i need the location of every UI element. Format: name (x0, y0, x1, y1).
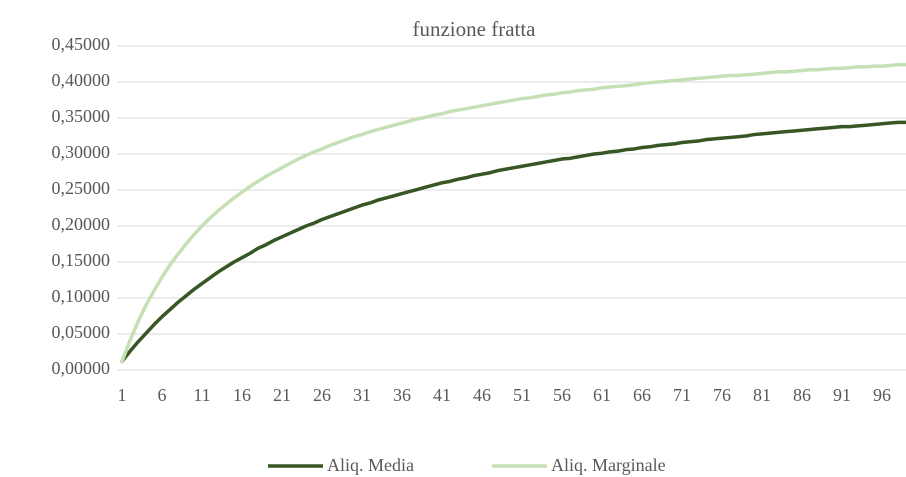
x-tick-label: 76 (713, 385, 731, 405)
chart-title: funzione fratta (412, 17, 536, 41)
x-tick-label: 36 (393, 385, 411, 405)
x-tick-label: 66 (633, 385, 651, 405)
x-tick-label: 41 (433, 385, 451, 405)
x-tick-label: 51 (513, 385, 531, 405)
x-tick-label: 31 (353, 385, 371, 405)
x-tick-label: 96 (873, 385, 891, 405)
y-tick-label: 0,25000 (52, 178, 111, 198)
y-tick-label: 0,35000 (52, 106, 111, 126)
y-tick-label: 0,05000 (52, 322, 111, 342)
y-tick-label: 0,15000 (52, 250, 111, 270)
x-tick-label: 6 (158, 385, 167, 405)
x-tick-label: 21 (273, 385, 291, 405)
y-tick-label: 0,45000 (52, 34, 111, 54)
x-tick-label: 91 (833, 385, 851, 405)
y-tick-label: 0,20000 (52, 214, 111, 234)
x-tick-label: 81 (753, 385, 771, 405)
x-tick-label: 1 (118, 385, 127, 405)
x-tick-label: 71 (673, 385, 691, 405)
legend-label: Aliq. Media (327, 455, 414, 475)
y-tick-label: 0,10000 (52, 286, 111, 306)
x-tick-label: 56 (553, 385, 571, 405)
y-tick-label: 0,40000 (52, 70, 111, 90)
y-tick-label: 0,30000 (52, 142, 111, 162)
legend-label: Aliq. Marginale (551, 455, 666, 475)
x-tick-label: 26 (313, 385, 331, 405)
line-series (120, 62, 906, 364)
x-tick-label: 61 (593, 385, 611, 405)
line-series (120, 120, 906, 364)
x-tick-label: 86 (793, 385, 811, 405)
y-tick-label: 0,00000 (52, 358, 111, 378)
x-tick-label: 16 (233, 385, 251, 405)
x-tick-label: 11 (193, 385, 210, 405)
x-tick-label: 46 (473, 385, 491, 405)
